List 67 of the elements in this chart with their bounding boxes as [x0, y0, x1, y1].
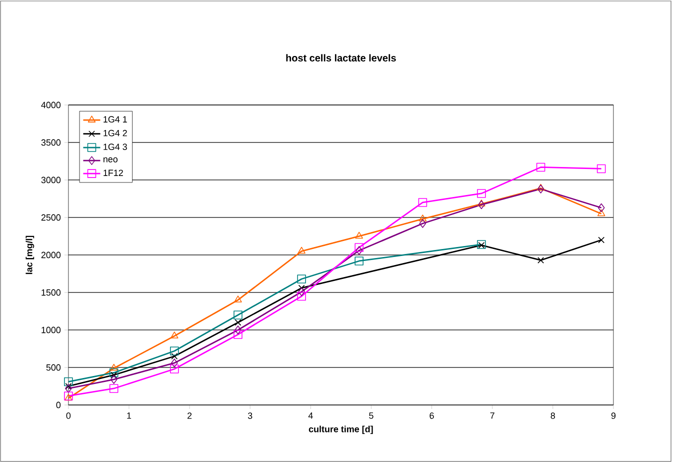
point — [65, 384, 72, 393]
point — [170, 346, 179, 356]
y-tick-label: 0 — [56, 402, 61, 408]
point — [109, 384, 118, 393]
point — [234, 326, 242, 334]
x-tick-label: 6 — [430, 412, 434, 419]
y-tick-label: 2000 — [41, 252, 61, 258]
point — [596, 164, 606, 174]
point — [170, 332, 178, 338]
y-tick-label: 500 — [46, 364, 61, 371]
point — [598, 236, 605, 244]
legend-label: neo — [104, 157, 118, 162]
legend-label: 1F12 — [104, 170, 123, 176]
point — [297, 274, 306, 284]
point — [478, 200, 485, 210]
point — [419, 219, 426, 228]
point — [110, 364, 118, 371]
point — [418, 198, 428, 207]
point — [297, 292, 306, 301]
x-tick-label: 5 — [369, 412, 374, 419]
x-tick-label: 0 — [66, 412, 71, 419]
point — [65, 383, 72, 390]
x-tick-label: 4 — [308, 412, 313, 419]
x-tick-label: 1 — [127, 412, 132, 419]
x-tick-label: 3 — [248, 412, 252, 419]
point — [171, 353, 178, 360]
x-tick-label: 2 — [188, 412, 192, 419]
chart-title: host cells lactate levels — [286, 54, 396, 62]
point — [478, 200, 486, 206]
point — [597, 209, 606, 216]
point — [110, 372, 118, 378]
point — [477, 189, 486, 198]
point — [109, 368, 118, 378]
point — [170, 364, 179, 374]
point — [354, 243, 364, 252]
point — [234, 296, 242, 302]
point — [356, 246, 362, 255]
y-tick-label: 1500 — [42, 289, 61, 296]
point — [298, 246, 306, 254]
point — [234, 310, 242, 320]
point — [418, 214, 427, 222]
legend-label: 1G4 1 — [104, 116, 127, 123]
point — [234, 319, 242, 326]
y-tick-label: 1000 — [42, 326, 61, 334]
x-tick-label: 8 — [550, 412, 555, 419]
y-tick-label: 3500 — [41, 139, 61, 146]
point — [598, 203, 605, 212]
point — [355, 232, 363, 239]
point — [110, 375, 118, 384]
y-tick-label: 4000 — [41, 102, 61, 108]
point — [64, 377, 73, 386]
y-tick-label: 2500 — [41, 214, 61, 221]
point — [536, 162, 546, 172]
point — [234, 330, 242, 339]
x-tick-label: 7 — [490, 412, 494, 419]
y-axis-title: lac [mg/l] — [26, 236, 34, 274]
x-axis-title: culture time [d] — [308, 426, 373, 434]
y-tick-label: 3000 — [41, 176, 61, 184]
point — [537, 184, 544, 194]
point — [171, 358, 178, 368]
x-tick-label: 9 — [611, 412, 616, 419]
point — [354, 256, 364, 266]
legend-label: 1G4 2 — [104, 130, 127, 136]
legend-label: 1G4 3 — [104, 144, 127, 150]
point — [538, 257, 544, 264]
point — [298, 287, 305, 296]
point — [298, 284, 305, 292]
